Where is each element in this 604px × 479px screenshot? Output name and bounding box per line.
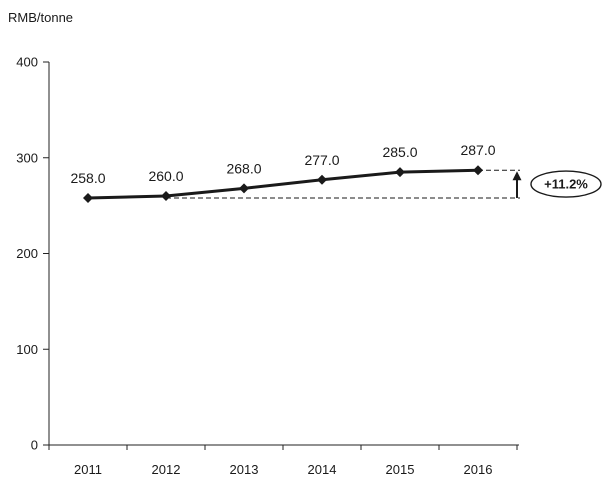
data-labels: 258.0 260.0 268.0 277.0 285.0 287.0	[70, 142, 495, 186]
change-guides	[166, 169, 522, 199]
x-tick-label: 2012	[152, 462, 181, 477]
y-axis-ticks: 0 100 200 300 400	[16, 55, 49, 453]
x-tick-label: 2015	[386, 462, 415, 477]
data-label: 285.0	[382, 144, 417, 160]
data-point-marker	[317, 174, 327, 185]
change-ellipse	[530, 170, 602, 198]
data-point-marker	[239, 183, 249, 194]
y-tick-label: 100	[16, 342, 38, 357]
x-tick-label: 2011	[74, 462, 102, 477]
x-tick-label: 2014	[308, 462, 337, 477]
y-tick-label: 300	[16, 150, 38, 165]
data-label: 277.0	[304, 152, 339, 168]
data-label: 268.0	[226, 160, 261, 176]
data-point-marker	[161, 191, 171, 202]
y-tick-label: 0	[31, 438, 38, 453]
x-axis-ticks: 2011 2012 2013 2014 2015 2016	[48, 445, 518, 477]
change-percent-label: +11.2%	[544, 177, 588, 192]
data-label: 258.0	[70, 170, 105, 186]
data-point-marker	[473, 165, 483, 176]
data-point-marker	[83, 192, 93, 203]
axes	[48, 62, 519, 446]
x-tick-label: 2016	[464, 462, 493, 477]
y-tick-label: 200	[16, 246, 38, 261]
price-series	[83, 165, 483, 203]
data-label: 260.0	[148, 168, 183, 184]
y-tick-label: 400	[16, 55, 38, 70]
x-tick-label: 2013	[230, 462, 259, 477]
increase-arrow-head	[512, 171, 522, 181]
y-axis-unit-label: RMB/tonne	[8, 10, 73, 25]
data-label: 287.0	[460, 142, 495, 158]
data-point-marker	[395, 167, 405, 178]
change-annotation: +11.2%	[530, 170, 602, 198]
series-line	[87, 168, 479, 200]
